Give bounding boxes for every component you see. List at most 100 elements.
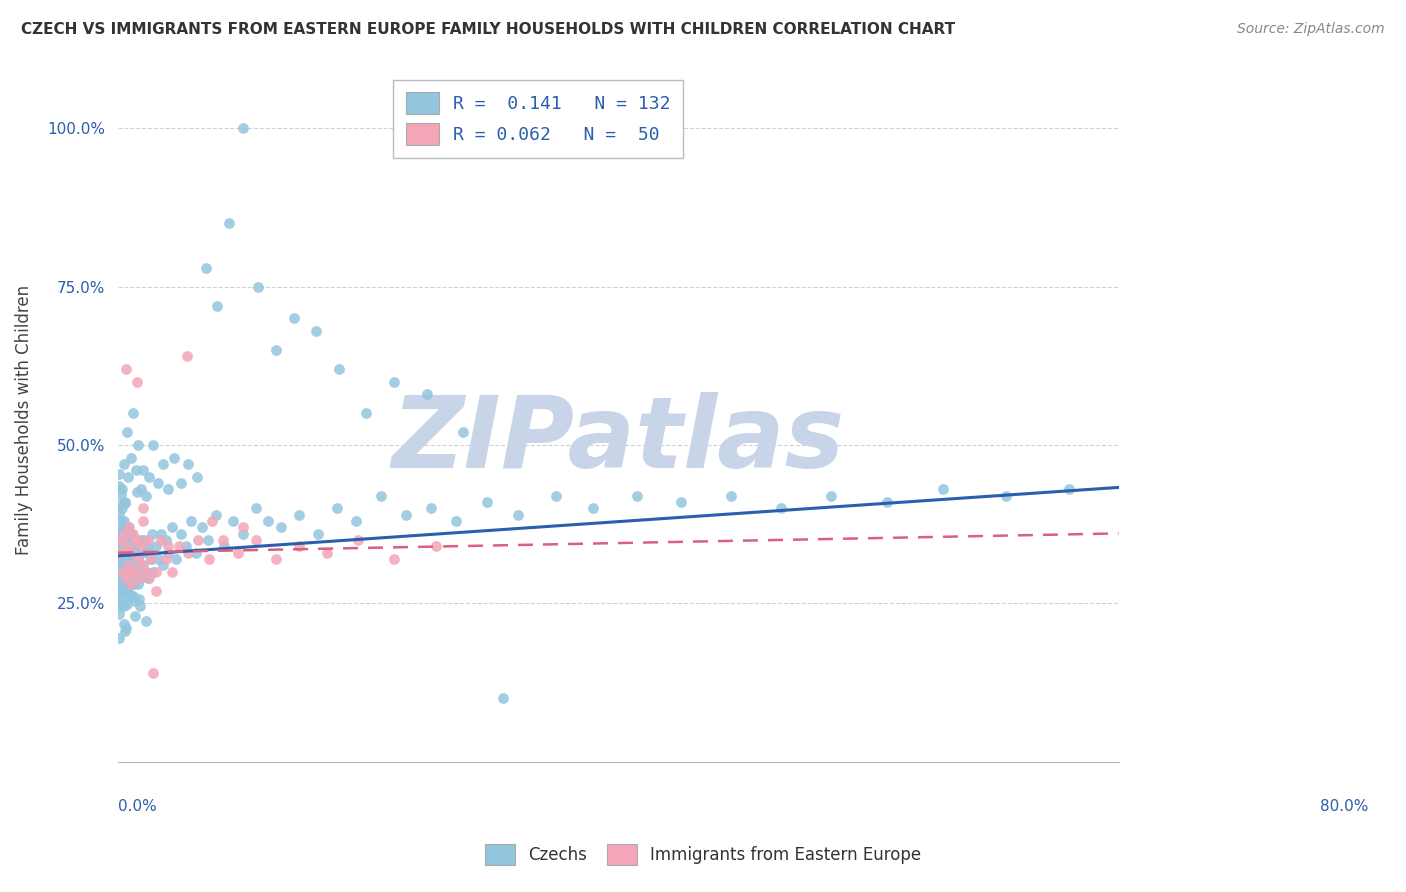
Point (132, 514, 155, 528)
Point (107, 542, 129, 557)
Point (214, 539, 236, 553)
Point (118, 571, 141, 585)
Point (127, 438, 149, 452)
Point (115, 539, 138, 553)
Point (204, 508, 226, 522)
Point (136, 533, 159, 547)
Point (108, 546, 131, 560)
Point (305, 324, 328, 338)
Point (264, 552, 287, 566)
Point (176, 349, 198, 363)
Point (124, 552, 146, 566)
Point (232, 526, 254, 541)
Point (125, 565, 148, 579)
Point (131, 546, 153, 560)
Y-axis label: Family Households with Children: Family Households with Children (15, 285, 32, 555)
Point (110, 546, 132, 560)
Point (245, 533, 267, 547)
Point (114, 496, 136, 510)
Point (114, 495, 136, 509)
Point (114, 520, 136, 534)
Point (110, 537, 132, 551)
Point (149, 533, 172, 547)
Point (110, 563, 132, 577)
Point (111, 571, 134, 585)
Point (177, 546, 200, 560)
Point (114, 577, 136, 591)
Point (145, 565, 167, 579)
Point (492, 691, 515, 706)
Point (222, 514, 245, 528)
Point (124, 577, 146, 591)
Point (419, 501, 441, 516)
Point (115, 558, 138, 573)
Point (110, 487, 132, 501)
Point (354, 406, 377, 420)
Point (111, 520, 134, 534)
Point (111, 533, 134, 547)
Point (121, 539, 143, 553)
Point (157, 546, 180, 560)
Point (142, 565, 165, 579)
Point (127, 577, 149, 591)
Point (118, 552, 141, 566)
Point (425, 539, 447, 553)
Point (932, 483, 955, 497)
Point (384, 375, 406, 389)
Point (395, 508, 418, 522)
Point (121, 533, 143, 547)
Point (125, 375, 148, 389)
Point (475, 495, 498, 509)
Point (110, 586, 132, 600)
Point (110, 514, 132, 528)
Point (626, 489, 648, 503)
Point (232, 121, 254, 136)
Point (146, 475, 169, 490)
Point (876, 495, 898, 509)
Point (108, 566, 131, 581)
Point (108, 526, 131, 541)
Point (112, 546, 135, 560)
Point (139, 552, 162, 566)
Point (124, 463, 146, 477)
Point (155, 552, 177, 566)
Point (120, 572, 142, 586)
Legend: R =  0.141   N = 132, R = 0.062   N =  50: R = 0.141 N = 132, R = 0.062 N = 50 (394, 79, 683, 158)
Point (124, 565, 146, 579)
Point (416, 387, 439, 401)
Point (111, 548, 134, 562)
Point (124, 594, 146, 608)
Point (115, 425, 138, 440)
Point (114, 624, 136, 639)
Point (307, 526, 329, 541)
Point (120, 577, 142, 591)
Point (122, 533, 145, 548)
Point (111, 563, 134, 577)
Point (138, 546, 160, 560)
Point (129, 571, 152, 585)
Point (112, 526, 135, 541)
Point (112, 526, 135, 541)
Point (110, 598, 132, 612)
Point (138, 571, 160, 585)
Point (117, 565, 139, 579)
Point (264, 343, 287, 357)
Point (169, 539, 191, 553)
Point (232, 520, 254, 534)
Legend: Czechs, Immigrants from Eastern Europe: Czechs, Immigrants from Eastern Europe (475, 834, 931, 875)
Point (107, 507, 129, 521)
Point (122, 406, 145, 420)
Point (122, 526, 145, 541)
Point (110, 558, 132, 573)
Point (127, 552, 149, 566)
Point (110, 520, 132, 534)
Point (114, 571, 136, 585)
Point (118, 570, 141, 584)
Point (198, 552, 221, 566)
Point (135, 539, 157, 553)
Point (115, 583, 138, 598)
Point (160, 520, 183, 534)
Point (120, 526, 142, 541)
Point (197, 533, 219, 547)
Point (118, 520, 141, 534)
